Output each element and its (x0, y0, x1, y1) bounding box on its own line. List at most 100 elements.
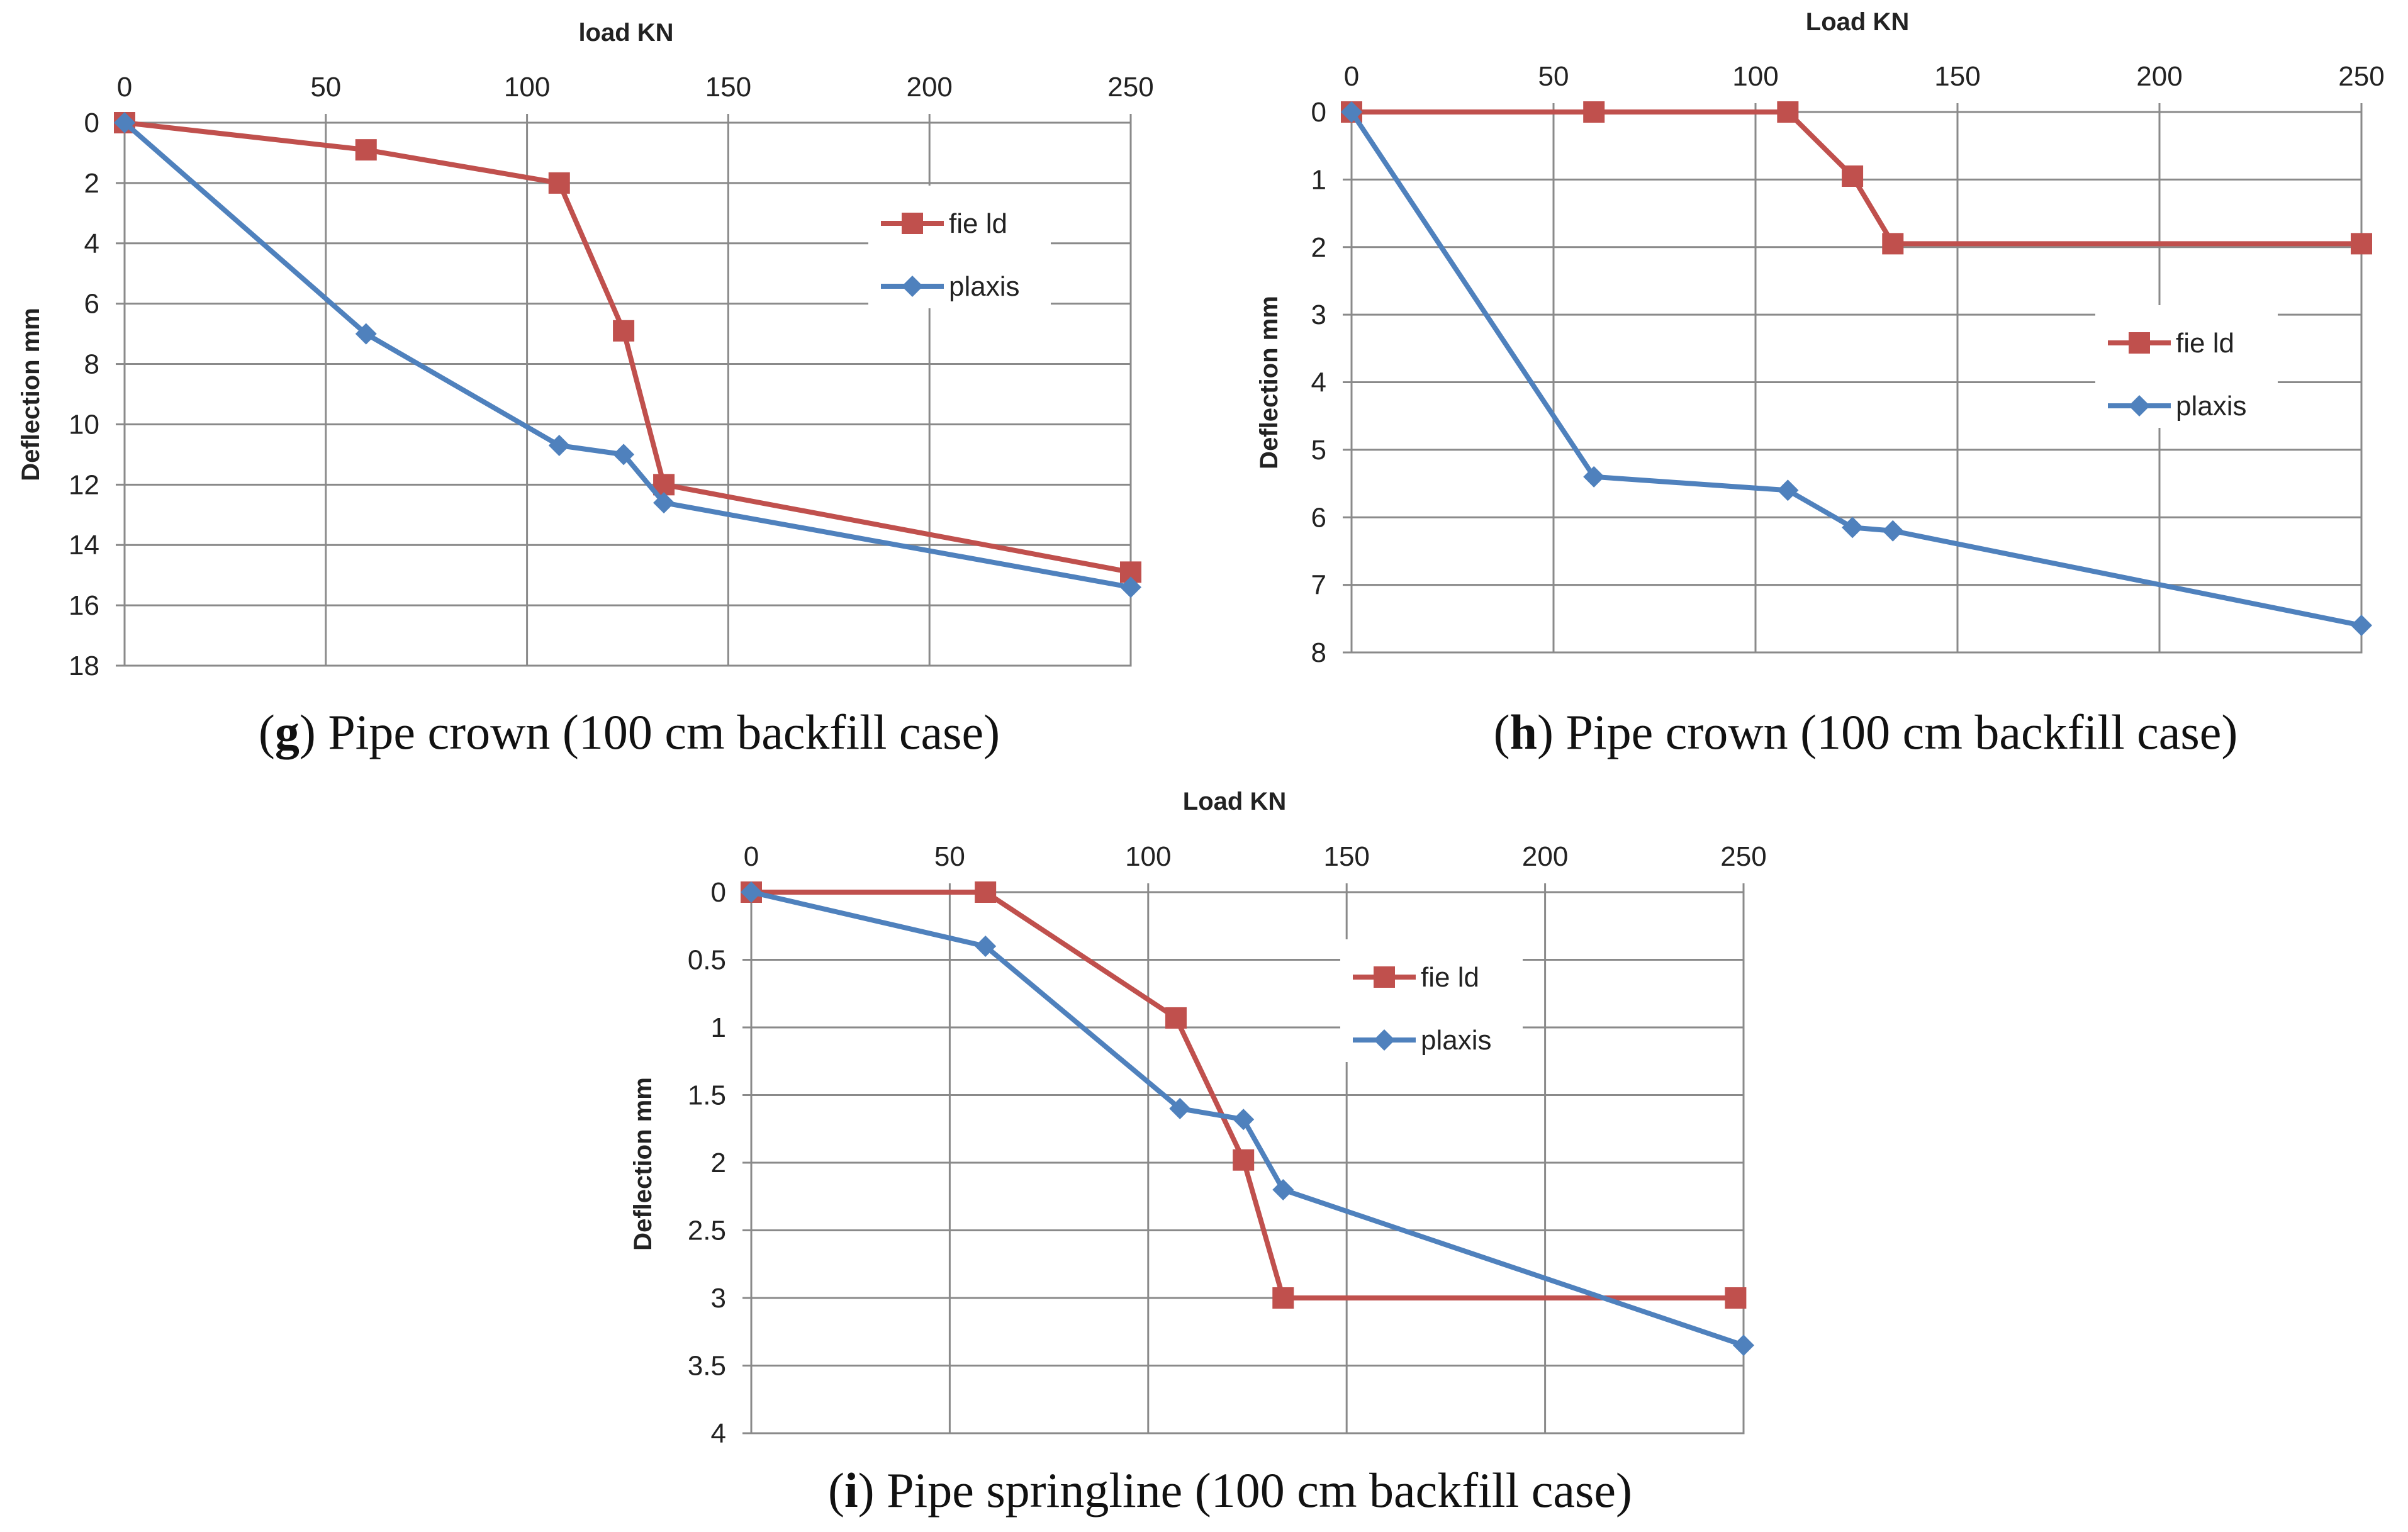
data-point-field (1882, 233, 1904, 255)
y-tick-label: 2 (84, 168, 99, 199)
data-point-plaxis (1882, 520, 1904, 542)
x-tick-label: 0 (117, 72, 132, 103)
data-point-plaxis (1233, 1109, 1255, 1131)
x-tick-label: 100 (504, 72, 550, 103)
x-tick-label: 50 (934, 841, 965, 872)
y-tick-label: 3.5 (688, 1351, 726, 1382)
data-point-plaxis (1842, 517, 1864, 539)
y-tick-label: 0 (711, 877, 726, 908)
y-axis-title: Deflection mm (629, 1077, 657, 1251)
x-tick-label: 50 (1538, 61, 1569, 92)
legend-marker-plaxis (1374, 1029, 1395, 1051)
data-point-plaxis (2351, 615, 2372, 637)
y-axis-title: Deflection mm (1255, 296, 1283, 469)
y-tick-label: 6 (1311, 502, 1326, 533)
x-tick-label: 50 (310, 72, 341, 103)
x-tick-label: 150 (705, 72, 751, 103)
legend-label-plaxis: plaxis (1421, 1025, 1492, 1056)
x-axis-title: load KN (578, 19, 673, 47)
y-tick-label: 4 (1311, 367, 1326, 398)
data-point-plaxis (1777, 479, 1799, 501)
y-tick-label: 3 (1311, 299, 1326, 330)
x-axis-title: Load KN (1183, 788, 1286, 815)
legend-marker-field (902, 213, 923, 234)
y-tick-label: 16 (69, 590, 99, 621)
caption-text: ) Pipe crown (100 cm backfill case) (1537, 705, 2237, 759)
data-point-field (613, 320, 635, 342)
series-line-field (122, 120, 1133, 575)
caption-text: ) Pipe springline (100 cm backfill case) (858, 1463, 1632, 1518)
data-point-field (1777, 101, 1799, 123)
y-tick-label: 8 (1311, 637, 1326, 668)
caption-text: ) Pipe crown (100 cm backfill case) (300, 705, 1000, 759)
series-line-plaxis (1349, 109, 2364, 629)
data-point-field (355, 139, 377, 161)
caption-open-paren: ( (259, 705, 275, 759)
x-axis-title: Load KN (1806, 8, 1909, 36)
y-tick-label: 6 (84, 289, 99, 320)
y-tick-label: 2 (1311, 232, 1326, 263)
legend-marker-plaxis (902, 276, 923, 297)
caption-letter: h (1510, 705, 1537, 759)
y-axis-title: Deflection mm (17, 308, 45, 481)
caption-letter: g (275, 705, 300, 759)
data-point-field (1233, 1149, 1255, 1171)
y-tick-label: 18 (69, 651, 99, 681)
y-tick-label: 2.5 (688, 1216, 726, 1246)
data-point-field (548, 172, 570, 194)
legend-label-field: fie ld (2176, 328, 2234, 359)
chart-i: 0 50 100 150 200 250 0 0.5 1 1.5 2 2.5 3 3.5 4 Load KN D… (629, 788, 1767, 1518)
data-point-field (975, 881, 997, 903)
data-point-plaxis (1272, 1179, 1294, 1200)
y-tick-label: 3 (711, 1283, 726, 1314)
data-point-plaxis (1341, 101, 1362, 123)
caption: (i) Pipe springline (100 cm backfill cas… (828, 1463, 1632, 1518)
x-tick-label: 200 (906, 72, 952, 103)
legend-marker-field (2129, 332, 2150, 354)
y-tick-label: 0 (84, 108, 99, 138)
x-tick-label: 250 (1720, 841, 1766, 872)
data-point-plaxis (1583, 466, 1605, 488)
legend-label-plaxis: plaxis (2176, 391, 2247, 422)
y-tick-label: 8 (84, 349, 99, 380)
y-tick-label: 2 (711, 1148, 726, 1178)
data-point-field (1272, 1287, 1294, 1309)
data-point-field (1842, 165, 1864, 187)
data-point-plaxis (548, 435, 570, 457)
legend-label-field: fie ld (1421, 962, 1479, 993)
x-tick-label: 150 (1323, 841, 1369, 872)
x-tick-label: 0 (744, 841, 759, 872)
data-point-field (1165, 1007, 1187, 1029)
data-point-plaxis (355, 323, 377, 345)
caption: (g) Pipe crown (100 cm backfill case) (259, 705, 1000, 759)
y-tick-label: 10 (69, 409, 99, 440)
y-tick-label: 14 (69, 530, 99, 561)
y-tick-label: 0.5 (688, 945, 726, 976)
legend-label-field: fie ld (949, 208, 1007, 239)
data-point-plaxis (1169, 1098, 1191, 1119)
legend-label-plaxis: plaxis (949, 271, 1020, 302)
legend-marker-plaxis (2129, 395, 2150, 417)
y-tick-label: 0 (1311, 97, 1326, 128)
y-tick-label: 1.5 (688, 1080, 726, 1111)
data-point-plaxis (114, 112, 135, 133)
caption-letter: i (844, 1463, 858, 1518)
data-point-plaxis (653, 492, 675, 514)
x-tick-label: 200 (2136, 61, 2182, 92)
y-tick-label: 7 (1311, 570, 1326, 601)
y-tick-label: 12 (69, 469, 99, 500)
y-tick-label: 5 (1311, 435, 1326, 466)
x-tick-label: 150 (1934, 61, 1980, 92)
chart-h: 0 50 100 150 200 250 0 1 2 3 4 5 6 7 8 Load KN Deflectio… (1255, 8, 2385, 759)
x-tick-label: 100 (1125, 841, 1171, 872)
data-point-plaxis (1120, 576, 1141, 598)
y-tick-label: 1 (711, 1012, 726, 1043)
legend-marker-field (1374, 966, 1395, 988)
data-point-field (1725, 1287, 1747, 1309)
data-point-plaxis (741, 881, 762, 903)
y-tick-label: 1 (1311, 164, 1326, 195)
series-line-plaxis (122, 120, 1133, 590)
y-tick-label: 4 (84, 228, 99, 259)
series-line-field (1349, 109, 2364, 247)
